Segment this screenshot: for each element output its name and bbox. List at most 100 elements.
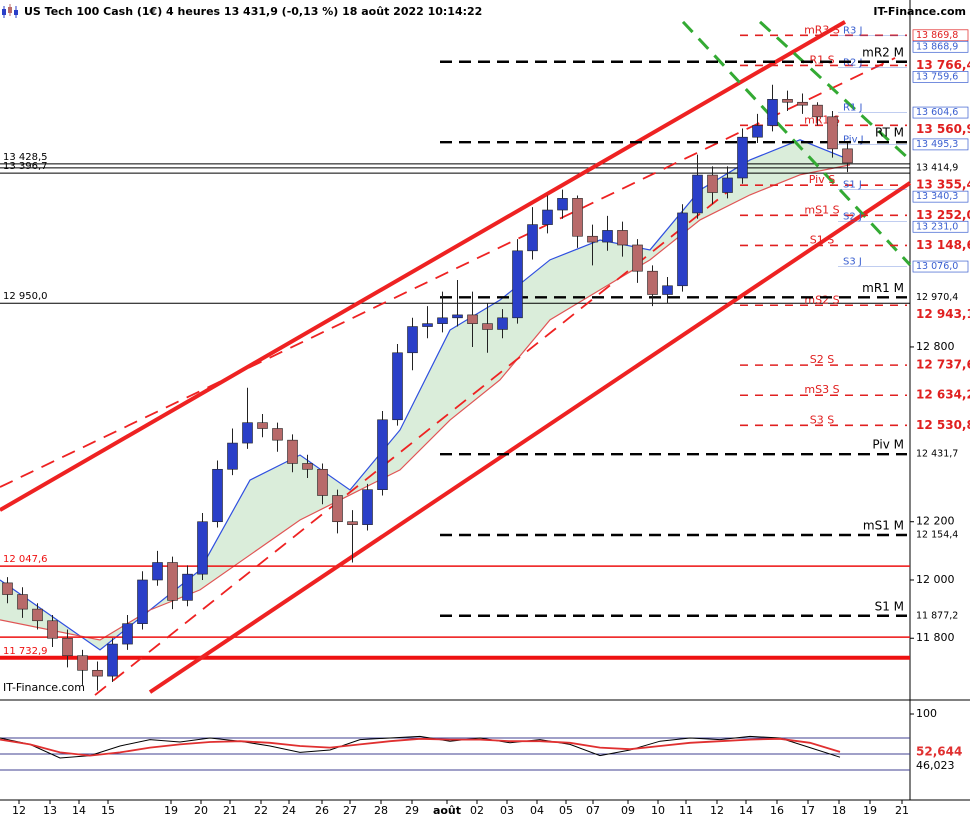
price-label: 13 560,9 [916,122,970,136]
candle-body [677,212,688,287]
candle-body [782,99,793,103]
price-box [912,29,969,42]
price-label: 12 000 [916,573,955,586]
candle-body [227,442,238,470]
candle-body [767,99,778,126]
line-label: 12 047,6 [3,554,48,565]
x-tick-label: 20 [194,804,208,817]
x-tick-label: 28 [374,804,388,817]
candle-body [212,468,223,523]
candle-body [167,562,178,601]
price-label: 12 530,8 [916,418,970,432]
price-label: 13 414,9 [916,162,958,173]
price-label: 12 943,1 [916,307,970,321]
x-tick-label: 12 [710,804,724,817]
candle-body [452,314,463,319]
candle-body [437,317,448,324]
pivot-label: R1 S [809,53,834,66]
x-tick-label: 04 [530,804,544,817]
candle-body [347,521,358,525]
candle-body [377,419,388,490]
candle-body [302,463,313,470]
candle-body [287,439,298,464]
candle-body [317,468,328,496]
candle-body [692,174,703,214]
candle-body [332,495,343,523]
candle-body [257,422,268,429]
pivot-label: S2 J [843,211,862,222]
candle-body [647,270,658,295]
price-label: 13 231,0 [916,221,958,232]
price-label: 12 970,4 [916,292,958,303]
price-label: 13 868,9 [916,41,958,52]
price-label: 13 355,4 [916,178,970,192]
price-box [912,220,969,233]
pivot-label: S2 S [810,353,834,366]
x-tick-label: 11 [679,804,693,817]
candle-body [422,323,433,327]
price-label: 13 604,6 [916,107,958,118]
candle-body [572,198,583,237]
x-tick-label: 19 [863,804,877,817]
x-tick-label: 26 [315,804,329,817]
pivot-label: R2 J [843,57,862,68]
x-tick-label: août [433,804,461,817]
trendline [681,20,912,266]
pivot-label: Piv J [843,134,864,145]
candle-body [737,136,748,179]
price-label: 12 431,7 [916,449,958,460]
pivot-label: RT M [875,126,904,140]
candle-body [812,104,823,118]
price-box [912,40,969,53]
pivot-label: S3 J [843,257,862,268]
x-tick-label: 22 [254,804,268,817]
x-tick-label: 14 [739,804,753,817]
pivot-label: Piv M [872,438,904,452]
pivot-label: S1 J [843,180,862,191]
x-tick-label: 09 [621,804,635,817]
header-bg [0,0,430,22]
price-label: 13 076,0 [916,261,958,272]
price-label: 12 737,6 [916,358,970,372]
candle-body [407,326,418,354]
candle-body [47,620,58,639]
price-label: 12 200 [916,515,955,528]
pivot-label: mS1 S [804,203,839,216]
price-label: 13 252,0 [916,208,970,222]
x-tick-label: 18 [832,804,846,817]
candle-body [602,230,613,243]
pivot-label: S1 M [875,599,904,613]
candle-body [137,579,148,624]
trendline [148,181,912,694]
line-label: 11 732,9 [3,646,48,657]
pivot-label: S1 S [810,233,834,246]
candle-body [557,198,568,211]
x-tick-label: 29 [405,804,419,817]
pivot-label: mS1 M [863,519,904,533]
pivot-label: S3 S [810,413,834,426]
candle-body [92,669,103,677]
oscillator-line [0,737,841,757]
candle-body [272,428,283,441]
candle-body [512,250,523,319]
price-label: 12 634,2 [916,388,970,402]
candle-body [182,573,193,601]
candle-body [632,244,643,272]
x-tick-label: 12 [12,804,26,817]
pivot-label: R1 J [843,103,862,114]
candle-body [482,323,493,330]
oscillator-line [0,735,841,759]
price-box [912,190,969,203]
header-title: US Tech 100 Cash (1€) 4 heures 13 431,9 … [24,5,482,18]
price-label: 12 800 [916,340,955,353]
price-label: 13 495,3 [916,139,958,150]
candle-body [197,521,208,575]
x-tick-label: 05 [559,804,573,817]
pivot-label: mR1 M [862,281,904,295]
value-label: 52,644 [916,744,962,758]
line-label: 13 396,7 [3,161,48,172]
candle-body [497,317,508,330]
pivot-label: mR3 S [804,23,840,36]
trendline [0,57,896,488]
